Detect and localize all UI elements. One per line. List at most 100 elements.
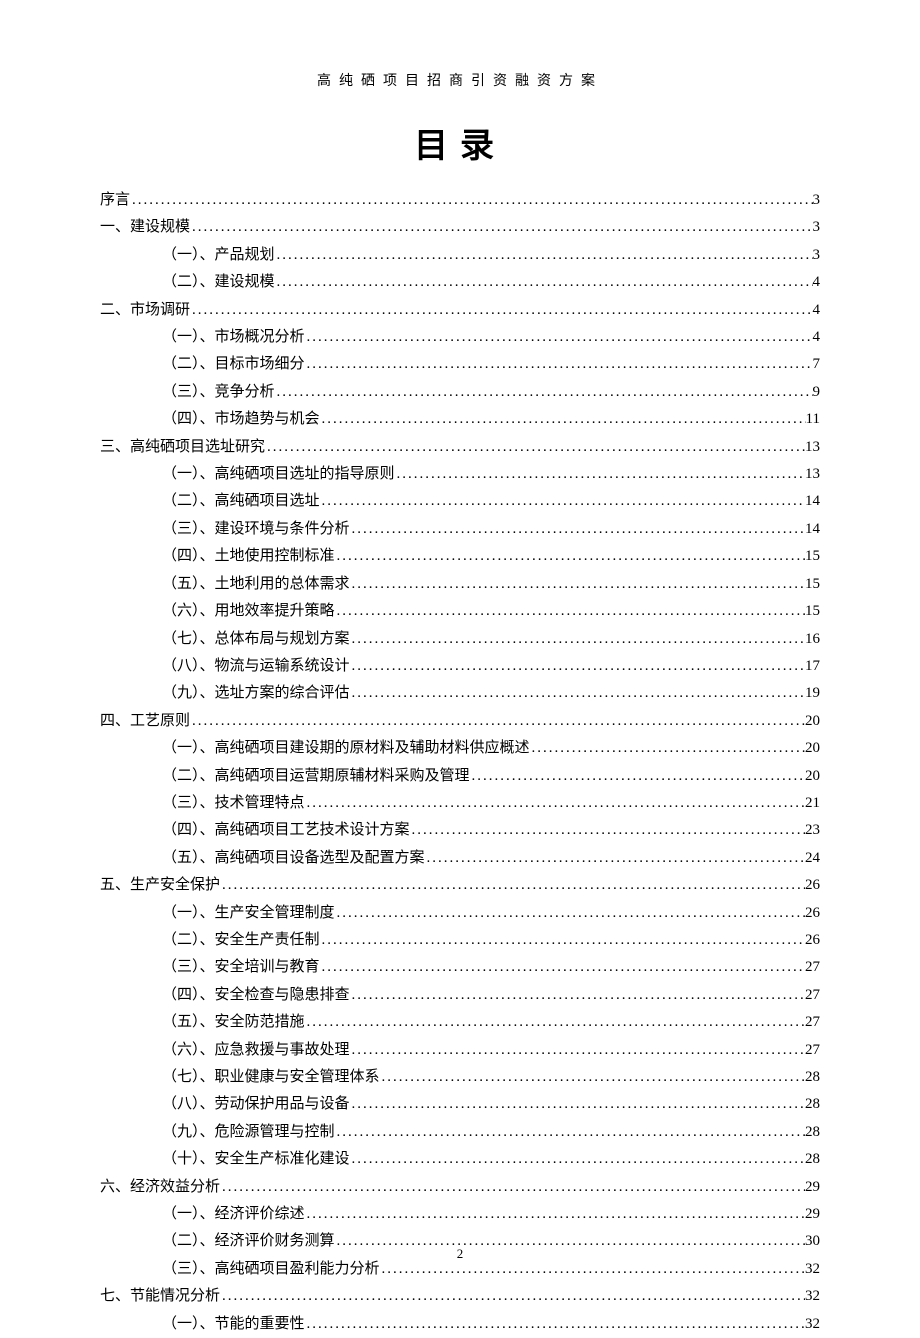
toc-entry-label: （六）、应急救援与事故处理 bbox=[162, 1037, 350, 1064]
toc-entry[interactable]: 一、建设规模 3 bbox=[100, 214, 820, 241]
toc-leader-dots bbox=[275, 379, 813, 406]
toc-leader-dots bbox=[190, 708, 805, 735]
toc-entry[interactable]: （二）、高纯硒项目运营期原辅材料采购及管理20 bbox=[100, 763, 820, 790]
toc-entry-label: （五）、安全防范措施 bbox=[162, 1009, 305, 1036]
toc-entry-label: （三）、技术管理特点 bbox=[162, 790, 305, 817]
toc-entry-page: 26 bbox=[805, 927, 820, 954]
toc-entry-label: （九）、危险源管理与控制 bbox=[162, 1119, 335, 1146]
toc-entry[interactable]: （九）、危险源管理与控制 28 bbox=[100, 1119, 820, 1146]
toc-entry[interactable]: （五）、高纯硒项目设备选型及配置方案24 bbox=[100, 845, 820, 872]
toc-entry-page: 4 bbox=[813, 324, 821, 351]
toc-entry-page: 28 bbox=[805, 1119, 820, 1146]
toc-leader-dots bbox=[320, 954, 805, 981]
toc-entry-page: 3 bbox=[813, 214, 821, 241]
toc-leader-dots bbox=[130, 187, 812, 214]
toc-leader-dots bbox=[410, 817, 805, 844]
toc-entry-page: 15 bbox=[805, 571, 820, 598]
toc-leader-dots bbox=[320, 406, 806, 433]
toc-leader-dots bbox=[305, 790, 805, 817]
toc-entry[interactable]: （四）、高纯硒项目工艺技术设计方案23 bbox=[100, 817, 820, 844]
toc-leader-dots bbox=[220, 872, 805, 899]
toc-entry[interactable]: （三）、安全培训与教育27 bbox=[100, 954, 820, 981]
toc-entry[interactable]: 三、高纯硒项目选址研究13 bbox=[100, 434, 820, 461]
toc-entry-label: 三、高纯硒项目选址研究 bbox=[100, 434, 265, 461]
toc-entry-page: 32 bbox=[805, 1283, 820, 1310]
toc-entry-label: （六）、用地效率提升策略 bbox=[162, 598, 335, 625]
toc-leader-dots bbox=[350, 516, 805, 543]
toc-entry-label: （一）、高纯硒项目建设期的原材料及辅助材料供应概述 bbox=[162, 735, 530, 762]
toc-entry[interactable]: （六）、用地效率提升策略 15 bbox=[100, 598, 820, 625]
toc-leader-dots bbox=[190, 214, 812, 241]
toc-entry[interactable]: （七）、职业健康与安全管理体系28 bbox=[100, 1064, 820, 1091]
toc-entry-label: （八）、劳动保护用品与设备 bbox=[162, 1091, 350, 1118]
toc-leader-dots bbox=[530, 735, 805, 762]
toc-entry[interactable]: 六、经济效益分析29 bbox=[100, 1174, 820, 1201]
toc-entry[interactable]: （二）、安全生产责任制26 bbox=[100, 927, 820, 954]
toc-entry[interactable]: 二、市场调研4 bbox=[100, 297, 820, 324]
toc-entry[interactable]: （一）、经济评价综述 29 bbox=[100, 1201, 820, 1228]
toc-entry-label: 七、节能情况分析 bbox=[100, 1283, 220, 1310]
toc-entry-label: （一）、经济评价综述 bbox=[162, 1201, 305, 1228]
toc-entry[interactable]: （四）、市场趋势与机会11 bbox=[100, 406, 820, 433]
toc-entry-page: 16 bbox=[805, 626, 820, 653]
toc-entry-page: 15 bbox=[805, 598, 820, 625]
toc-leader-dots bbox=[350, 626, 805, 653]
toc-entry[interactable]: （八）、物流与运输系统设计17 bbox=[100, 653, 820, 680]
toc-entry[interactable]: 序言3 bbox=[100, 187, 820, 214]
toc-entry-label: 一、建设规模 bbox=[100, 214, 190, 241]
toc-entry-page: 27 bbox=[805, 1009, 820, 1036]
toc-entry-page: 26 bbox=[805, 872, 820, 899]
toc-entry[interactable]: （二）、建设规模4 bbox=[100, 269, 820, 296]
toc-entry[interactable]: （九）、选址方案的综合评估19 bbox=[100, 680, 820, 707]
toc-entry-page: 9 bbox=[813, 379, 821, 406]
toc-leader-dots bbox=[395, 461, 805, 488]
toc-entry-page: 4 bbox=[813, 297, 821, 324]
toc-entry[interactable]: （一）、产品规划3 bbox=[100, 242, 820, 269]
toc-entry-page: 29 bbox=[805, 1174, 820, 1201]
toc-leader-dots bbox=[335, 1119, 805, 1146]
toc-entry[interactable]: （五）、安全防范措施 27 bbox=[100, 1009, 820, 1036]
toc-entry[interactable]: （一）、节能的重要性32 bbox=[100, 1311, 820, 1338]
toc-entry[interactable]: 五、生产安全保护26 bbox=[100, 872, 820, 899]
toc-entry[interactable]: （二）、高纯硒项目选址14 bbox=[100, 488, 820, 515]
toc-entry-page: 28 bbox=[805, 1146, 820, 1173]
toc-entry[interactable]: （四）、土地使用控制标准15 bbox=[100, 543, 820, 570]
toc-entry-page: 29 bbox=[805, 1201, 820, 1228]
toc-leader-dots bbox=[350, 680, 805, 707]
toc-entry-label: （二）、高纯硒项目运营期原辅材料采购及管理 bbox=[162, 763, 470, 790]
toc-entry[interactable]: （一）、高纯硒项目建设期的原材料及辅助材料供应概述20 bbox=[100, 735, 820, 762]
toc-entry-page: 26 bbox=[805, 900, 820, 927]
toc-entry-label: （四）、土地使用控制标准 bbox=[162, 543, 335, 570]
toc-entry[interactable]: （二）、目标市场细分7 bbox=[100, 351, 820, 378]
toc-entry-page: 28 bbox=[805, 1064, 820, 1091]
toc-entry-page: 32 bbox=[805, 1311, 820, 1338]
toc-entry[interactable]: （一）、生产安全管理制度 26 bbox=[100, 900, 820, 927]
toc-entry[interactable]: （十）、安全生产标准化建设28 bbox=[100, 1146, 820, 1173]
toc-entry[interactable]: （六）、应急救援与事故处理27 bbox=[100, 1037, 820, 1064]
toc-entry[interactable]: 四、工艺原则20 bbox=[100, 708, 820, 735]
doc-header: 高纯硒项目招商引资融资方案 bbox=[100, 70, 820, 90]
toc-leader-dots bbox=[275, 242, 813, 269]
toc-entry[interactable]: （五）、土地利用的总体需求15 bbox=[100, 571, 820, 598]
toc-entry[interactable]: （一）、市场概况分析4 bbox=[100, 324, 820, 351]
toc-entry[interactable]: （三）、技术管理特点21 bbox=[100, 790, 820, 817]
toc-entry-page: 7 bbox=[813, 351, 821, 378]
toc-entry[interactable]: （一）、高纯硒项目选址的指导原则13 bbox=[100, 461, 820, 488]
toc-leader-dots bbox=[305, 1311, 805, 1338]
toc-entry[interactable]: （三）、建设环境与条件分析14 bbox=[100, 516, 820, 543]
toc-entry-label: （一）、生产安全管理制度 bbox=[162, 900, 335, 927]
toc-entry[interactable]: 七、节能情况分析 32 bbox=[100, 1283, 820, 1310]
toc-entry[interactable]: （四）、安全检查与隐患排查27 bbox=[100, 982, 820, 1009]
toc-leader-dots bbox=[305, 1009, 805, 1036]
toc-leader-dots bbox=[350, 653, 805, 680]
toc-entry[interactable]: （七）、总体布局与规划方案 16 bbox=[100, 626, 820, 653]
toc-entry-label: 四、工艺原则 bbox=[100, 708, 190, 735]
toc-leader-dots bbox=[380, 1064, 805, 1091]
toc-leader-dots bbox=[305, 351, 813, 378]
toc-entry[interactable]: （八）、劳动保护用品与设备28 bbox=[100, 1091, 820, 1118]
toc-leader-dots bbox=[220, 1174, 805, 1201]
toc-entry-page: 23 bbox=[805, 817, 820, 844]
toc-leader-dots bbox=[350, 1091, 805, 1118]
toc-entry[interactable]: （三）、竞争分析9 bbox=[100, 379, 820, 406]
toc-entry-label: （七）、总体布局与规划方案 bbox=[162, 626, 350, 653]
